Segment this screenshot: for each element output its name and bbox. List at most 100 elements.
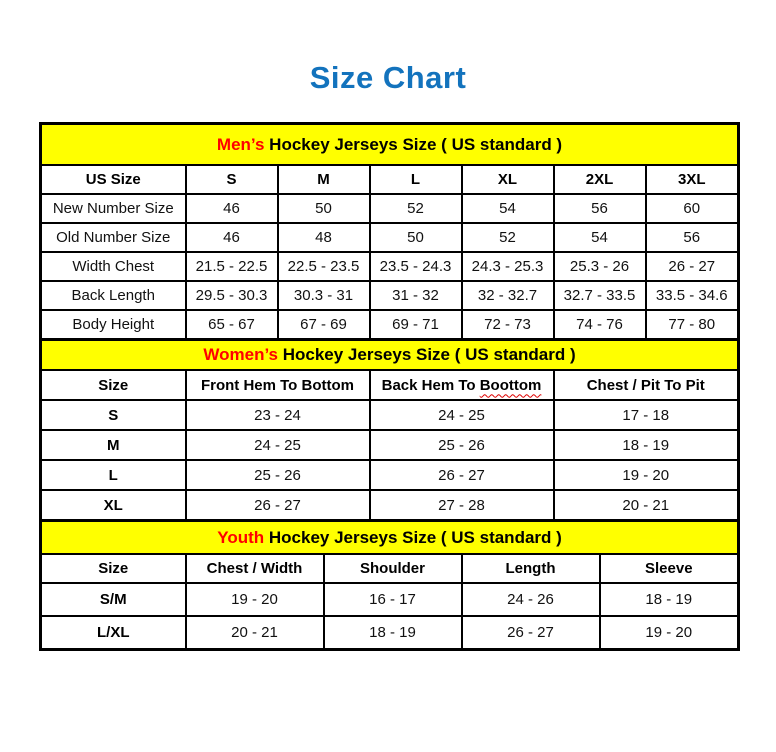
- mens-col-header-3xl: 3XL: [644, 164, 740, 195]
- cell: 22.5 - 23.5: [276, 251, 371, 282]
- row-label: XL: [39, 489, 187, 522]
- cell: 48: [276, 222, 371, 253]
- cell: 26 - 27: [184, 489, 371, 522]
- youth-banner: Youth Hockey Jerseys Size ( US standard …: [39, 519, 740, 555]
- table-row: Body Height 65 - 67 67 - 69 69 - 71 72 -…: [39, 309, 740, 341]
- table-row: L 25 - 26 26 - 27 19 - 20: [39, 459, 740, 491]
- youth-col-header-sleeve: Sleeve: [598, 553, 740, 584]
- mens-col-header-m: M: [276, 164, 371, 195]
- mens-col-header-l: L: [368, 164, 463, 195]
- cell: 18 - 19: [552, 429, 740, 461]
- cell: 19 - 20: [184, 582, 325, 617]
- row-label: S: [39, 399, 187, 431]
- cell: 19 - 20: [598, 615, 740, 651]
- womens-banner-row: Women’s Hockey Jerseys Size ( US standar…: [39, 338, 740, 371]
- cell: 18 - 19: [322, 615, 463, 651]
- cell: 24.3 - 25.3: [460, 251, 555, 282]
- cell: 72 - 73: [460, 309, 555, 341]
- cell: 18 - 19: [598, 582, 740, 617]
- cell: 50: [276, 193, 371, 224]
- youth-col-header-length: Length: [460, 553, 601, 584]
- cell: 65 - 67: [184, 309, 279, 341]
- womens-banner-highlight: Women’s: [203, 345, 278, 364]
- mens-size-table: Men’s Hockey Jerseys Size ( US standard …: [39, 122, 740, 341]
- table-row: Width Chest 21.5 - 22.5 22.5 - 23.5 23.5…: [39, 251, 740, 282]
- youth-banner-highlight: Youth: [217, 527, 265, 547]
- cell: 46: [184, 222, 279, 253]
- back-hem-typo: Boottom: [479, 376, 542, 394]
- cell: 24 - 25: [184, 429, 371, 461]
- youth-size-table: Youth Hockey Jerseys Size ( US standard …: [39, 519, 741, 651]
- cell: 69 - 71: [368, 309, 463, 341]
- mens-col-header-xl: XL: [460, 164, 555, 195]
- row-label: Back Length: [39, 280, 187, 311]
- womens-col-header-chest: Chest / Pit To Pit: [552, 369, 740, 401]
- cell: 50: [368, 222, 463, 253]
- mens-banner: Men’s Hockey Jerseys Size ( US standard …: [39, 122, 740, 166]
- table-row: L/XL 20 - 21 18 - 19 26 - 27 19 - 20: [39, 615, 740, 651]
- cell: 26 - 27: [460, 615, 601, 651]
- size-tables: Men’s Hockey Jerseys Size ( US standard …: [39, 122, 741, 651]
- cell: 33.5 - 34.6: [644, 280, 740, 311]
- cell: 77 - 80: [644, 309, 740, 341]
- table-row: M 24 - 25 25 - 26 18 - 19: [39, 429, 740, 461]
- table-row: Back Length 29.5 - 30.3 30.3 - 31 31 - 3…: [39, 280, 740, 311]
- cell: 46: [184, 193, 279, 224]
- cell: 31 - 32: [368, 280, 463, 311]
- mens-col-header-s: S: [184, 164, 279, 195]
- mens-header-row: US Size S M L XL 2XL 3XL: [39, 164, 740, 195]
- cell: 54: [460, 193, 555, 224]
- cell: 27 - 28: [368, 489, 555, 522]
- cell: 32 - 32.7: [460, 280, 555, 311]
- cell: 21.5 - 22.5: [184, 251, 279, 282]
- cell: 56: [644, 222, 740, 253]
- womens-banner: Women’s Hockey Jerseys Size ( US standar…: [39, 338, 740, 371]
- mens-col-header-us-size: US Size: [39, 164, 187, 195]
- womens-size-table: Women’s Hockey Jerseys Size ( US standar…: [39, 338, 741, 522]
- youth-col-header-chest-width: Chest / Width: [184, 553, 325, 584]
- table-row: S/M 19 - 20 16 - 17 24 - 26 18 - 19: [39, 582, 740, 617]
- youth-col-header-size: Size: [39, 553, 187, 584]
- row-label: M: [39, 429, 187, 461]
- youth-col-header-shoulder: Shoulder: [322, 553, 463, 584]
- row-label: L: [39, 459, 187, 491]
- cell: 25 - 26: [368, 429, 555, 461]
- cell: 20 - 21: [184, 615, 325, 651]
- table-row: New Number Size 46 50 52 54 56 60: [39, 193, 740, 224]
- row-label: Width Chest: [39, 251, 187, 282]
- cell: 32.7 - 33.5: [552, 280, 647, 311]
- row-label: S/M: [39, 582, 187, 617]
- cell: 23.5 - 24.3: [368, 251, 463, 282]
- youth-banner-rest: Hockey Jerseys Size ( US standard ): [264, 527, 562, 547]
- table-row: Old Number Size 46 48 50 52 54 56: [39, 222, 740, 253]
- womens-col-header-back-hem: Back Hem To Boottom: [368, 369, 555, 401]
- row-label: Old Number Size: [39, 222, 187, 253]
- cell: 19 - 20: [552, 459, 740, 491]
- mens-banner-rest: Hockey Jerseys Size ( US standard ): [264, 134, 563, 154]
- cell: 26 - 27: [644, 251, 740, 282]
- youth-banner-row: Youth Hockey Jerseys Size ( US standard …: [39, 519, 740, 555]
- cell: 60: [644, 193, 740, 224]
- mens-col-header-2xl: 2XL: [552, 164, 647, 195]
- cell: 67 - 69: [276, 309, 371, 341]
- womens-banner-rest: Hockey Jerseys Size ( US standard ): [278, 345, 576, 364]
- cell: 16 - 17: [322, 582, 463, 617]
- cell: 24 - 25: [368, 399, 555, 431]
- cell: 26 - 27: [368, 459, 555, 491]
- youth-header-row: Size Chest / Width Shoulder Length Sleev…: [39, 553, 740, 584]
- cell: 25 - 26: [184, 459, 371, 491]
- cell: 56: [552, 193, 647, 224]
- mens-banner-row: Men’s Hockey Jerseys Size ( US standard …: [39, 122, 740, 166]
- cell: 23 - 24: [184, 399, 371, 431]
- cell: 54: [552, 222, 647, 253]
- cell: 24 - 26: [460, 582, 601, 617]
- page-title: Size Chart: [309, 60, 467, 95]
- cell: 74 - 76: [552, 309, 647, 341]
- cell: 30.3 - 31: [276, 280, 371, 311]
- back-hem-prefix: Back Hem To: [381, 376, 480, 394]
- cell: 20 - 21: [552, 489, 740, 522]
- cell: 17 - 18: [552, 399, 740, 431]
- row-label: L/XL: [39, 615, 187, 651]
- womens-header-row: Size Front Hem To Bottom Back Hem To Boo…: [39, 369, 740, 401]
- size-chart-page: Size Chart Men’s Hockey Jerseys Size ( U…: [0, 60, 776, 651]
